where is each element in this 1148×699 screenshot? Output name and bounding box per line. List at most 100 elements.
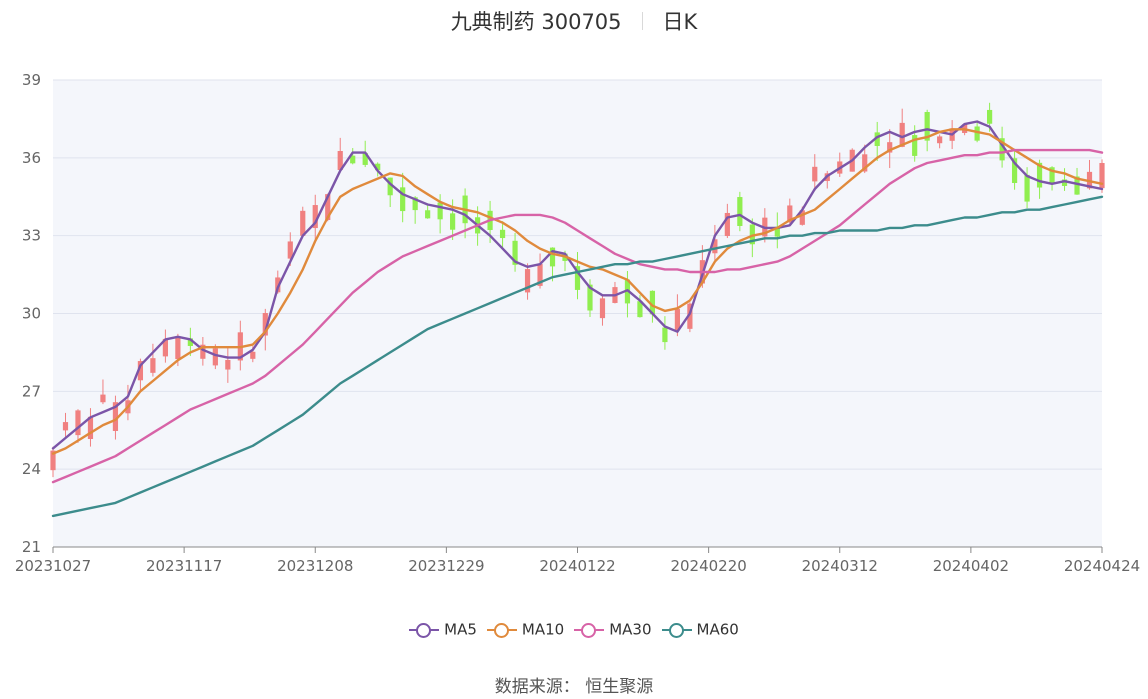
candle-body <box>649 290 656 315</box>
candle-body <box>524 269 531 293</box>
candle-body <box>400 187 406 212</box>
candlestick-chart: 21 24 27 30 33 36 39 20231027 20231117 20231208 20… <box>15 71 1140 575</box>
candle-body <box>450 213 456 230</box>
y-tick-label: 39 <box>22 71 41 89</box>
candle-body <box>812 166 818 182</box>
legend-label: MA60 <box>696 620 739 639</box>
candle-body <box>499 229 506 239</box>
candle-body <box>887 142 893 153</box>
y-tick-label: 36 <box>22 149 41 167</box>
candle-body <box>662 327 668 343</box>
x-tick-label: 20240424 <box>1064 557 1140 575</box>
legend-item-ma10[interactable]: MA10 <box>486 620 565 639</box>
candle-body <box>1011 158 1018 183</box>
stock-name-code: 九典制药 300705 <box>450 10 622 34</box>
line-ma10 <box>51 128 1104 455</box>
candle-body <box>787 205 793 223</box>
candle-body <box>974 126 980 141</box>
candle-body <box>1036 162 1043 188</box>
candle-body <box>62 422 69 431</box>
candle-body <box>924 111 930 141</box>
candle-body <box>425 210 431 219</box>
candle-body <box>437 202 443 220</box>
candle-body <box>774 226 780 237</box>
candle-body <box>799 210 805 225</box>
candle-body <box>287 241 293 259</box>
candle-body <box>599 298 606 319</box>
legend-marker-icon <box>486 622 517 638</box>
legend-item-ma60[interactable]: MA60 <box>661 620 739 639</box>
candle-body <box>300 210 306 236</box>
candle-body <box>724 212 730 236</box>
legend-marker-icon <box>409 622 440 638</box>
x-tick-label: 20240312 <box>802 557 878 575</box>
line-ma60 <box>51 195 1104 518</box>
candle-body <box>350 155 356 164</box>
candle-body <box>937 136 943 144</box>
candle-body <box>200 344 206 359</box>
candle-body <box>175 337 181 360</box>
candle-body <box>512 240 518 265</box>
legend-marker-icon <box>661 622 692 638</box>
x-tick-label: 20231117 <box>146 557 222 575</box>
x-tick-label: 20231027 <box>15 557 91 575</box>
candle-body <box>50 450 56 471</box>
line-ma30 <box>51 148 1104 484</box>
title-separator <box>641 12 643 30</box>
candle-body <box>987 109 993 124</box>
candle-body <box>1024 174 1030 202</box>
legend-item-ma30[interactable]: MA30 <box>574 620 652 639</box>
legend-label: MA30 <box>609 620 652 639</box>
candle-body <box>312 205 318 229</box>
candle-body <box>537 264 543 286</box>
candle-body <box>162 338 168 357</box>
y-tick-label: 24 <box>22 460 41 478</box>
chart-legend: MA5 MA10 MA30 MA60 <box>0 620 1148 639</box>
candle-body <box>87 416 94 440</box>
candle-body <box>1074 176 1080 195</box>
candle-body <box>100 394 106 403</box>
candle-body <box>899 122 905 147</box>
legend-label: MA10 <box>521 620 565 639</box>
candle-body <box>712 239 718 254</box>
candle-body <box>674 309 681 331</box>
legend-item-ma5[interactable]: MA5 <box>409 620 477 639</box>
x-tick-label: 20240122 <box>539 557 615 575</box>
candle-body <box>999 138 1005 161</box>
y-tick-label: 33 <box>22 227 41 245</box>
candle-body <box>1061 179 1068 186</box>
candle-body <box>549 247 556 267</box>
candle-body <box>687 303 693 329</box>
y-tick-label: 27 <box>22 382 41 400</box>
candle-body <box>212 348 218 366</box>
x-tick-label: 20231229 <box>408 557 484 575</box>
y-tick-label: 21 <box>22 538 41 556</box>
candle-body <box>1099 162 1105 189</box>
candle-body <box>862 154 868 172</box>
candle-body <box>150 358 156 373</box>
x-tick-label: 20231208 <box>277 557 353 575</box>
candle-body <box>325 194 331 221</box>
candle-body <box>187 338 193 346</box>
candle-body <box>412 197 418 211</box>
candle-body <box>587 284 593 311</box>
candle-body <box>337 150 343 171</box>
legend-marker-icon <box>574 622 605 638</box>
candle-body <box>137 361 144 381</box>
candle-body <box>375 163 381 171</box>
candle-body <box>387 177 393 196</box>
candle-body <box>262 313 268 336</box>
x-tick-label: 20240402 <box>933 557 1009 575</box>
candle-body <box>1049 167 1055 185</box>
legend-label: MA5 <box>444 620 477 639</box>
candle-body <box>737 197 743 226</box>
x-tick-label: 20240220 <box>670 557 746 575</box>
candle-body <box>250 351 256 359</box>
candle-body <box>574 266 581 290</box>
candle-body <box>112 402 119 431</box>
candle-body <box>637 301 643 318</box>
chart-title: 九典制药 300705 日K <box>0 6 1148 36</box>
candle-body <box>912 135 918 156</box>
y-tick-label: 30 <box>22 305 41 323</box>
candle-body <box>749 224 755 245</box>
